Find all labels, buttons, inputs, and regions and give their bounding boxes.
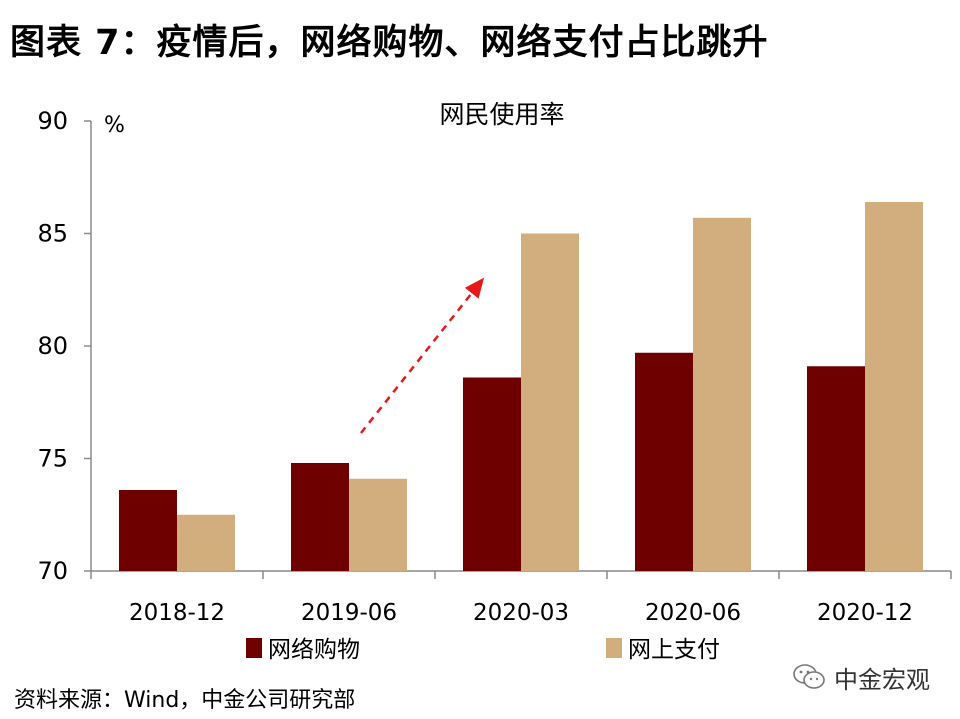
legend-swatch: [246, 638, 262, 658]
y-tick-label: 80: [37, 332, 68, 360]
y-tick-label: 90: [37, 107, 68, 135]
source-note: 资料来源：Wind，中金公司研究部: [14, 688, 356, 713]
y-axis-unit: %: [104, 113, 125, 138]
bar: [865, 202, 923, 571]
bar: [177, 514, 235, 571]
x-tick-label: 2018-12: [129, 600, 225, 626]
watermark-text: 中金宏观: [834, 665, 930, 694]
bar: [807, 366, 865, 571]
trend-arrow: [360, 277, 485, 434]
y-tick-label: 70: [37, 557, 68, 585]
y-tick-label: 85: [37, 220, 68, 248]
chart-title: 网民使用率: [439, 100, 564, 129]
bar: [349, 478, 407, 571]
x-tick-label: 2020-03: [473, 600, 569, 626]
figure-title: 图表 7：疫情后，网络购物、网络支付占比跳升: [10, 23, 769, 63]
bar: [521, 233, 579, 571]
legend-label: 网络购物: [268, 637, 360, 663]
watermark-logo: 中金宏观: [792, 660, 930, 694]
plot-area: 70 75 80 85 90 2018-12 2019-06 2020-03 2020-06 20…: [37, 107, 952, 663]
bar: [119, 490, 177, 571]
x-tick-label: 2019-06: [301, 600, 397, 626]
x-tick-label: 2020-12: [817, 600, 913, 626]
y-tick-label: 75: [37, 445, 68, 473]
bar: [291, 463, 349, 571]
bar: [693, 217, 751, 571]
legend-label: 网上支付: [628, 637, 720, 663]
x-tick-label: 2020-06: [645, 600, 741, 626]
chat-bubble-icon: [793, 664, 825, 689]
bar: [635, 352, 693, 571]
bar: [463, 377, 521, 571]
legend-swatch: [606, 638, 622, 658]
